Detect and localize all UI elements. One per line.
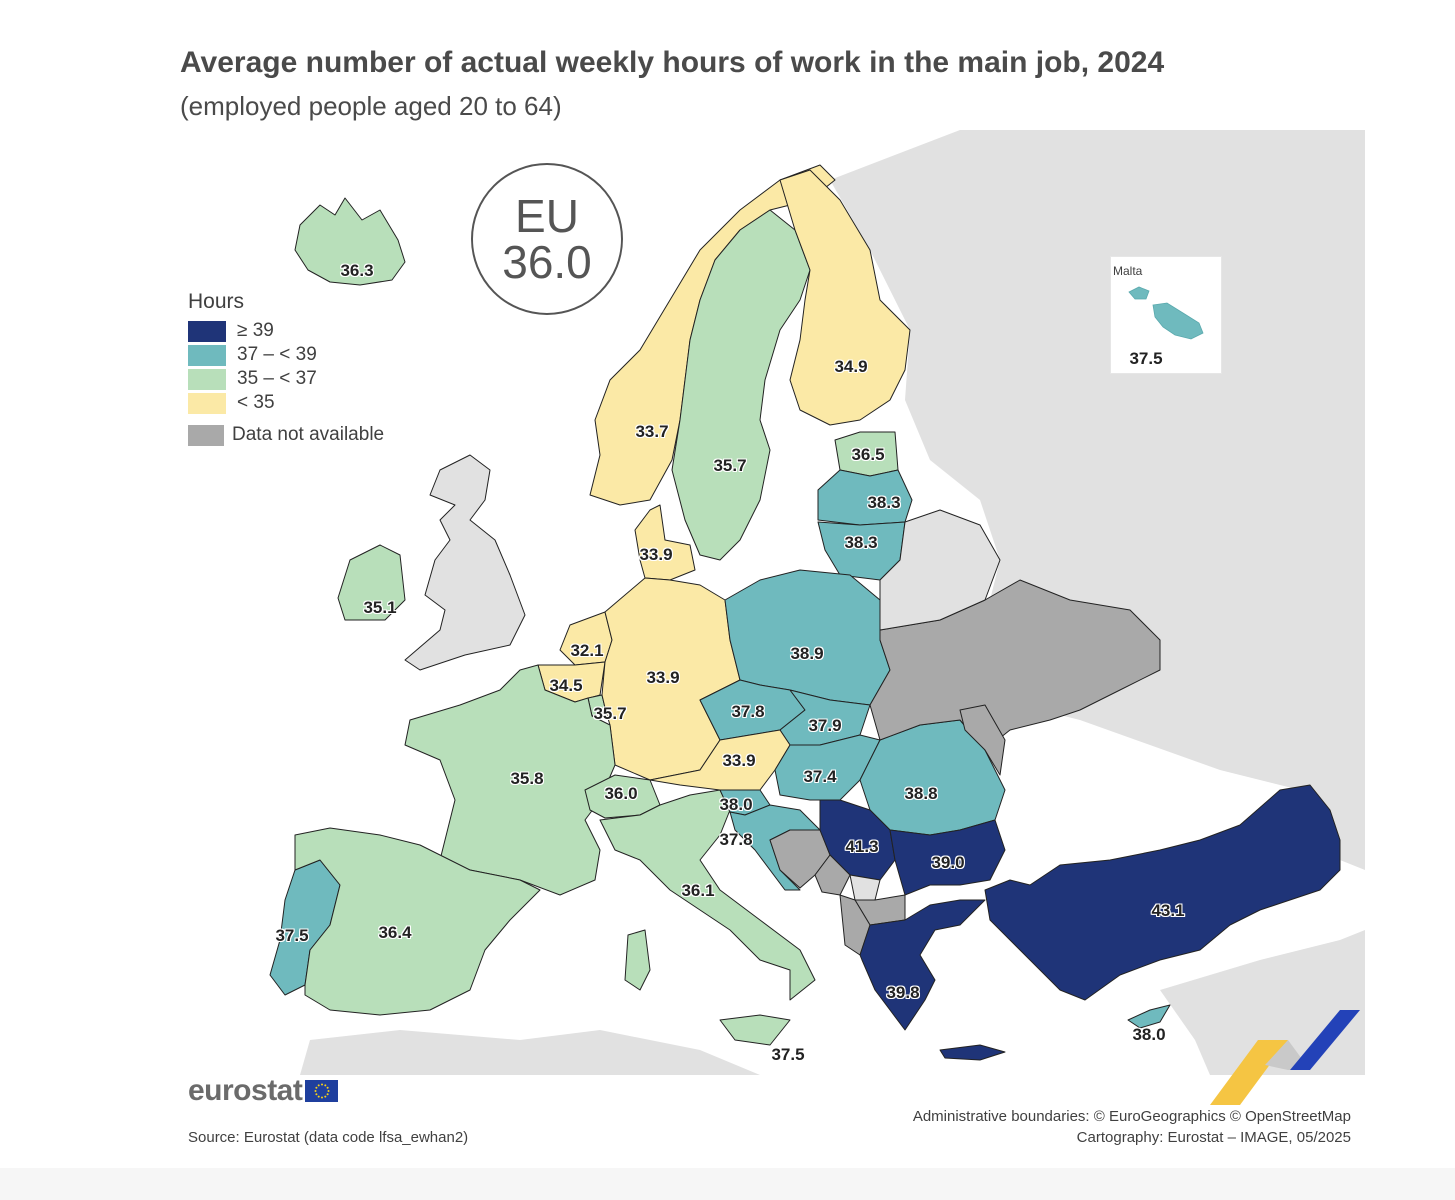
- value-label-estonia: 36.5: [851, 445, 885, 464]
- value-label-poland: 38.9: [790, 644, 824, 663]
- value-label-greece: 39.8: [886, 983, 920, 1002]
- country-kosovo: [849, 874, 881, 901]
- source-note: Source: Eurostat (data code lfsa_ewhan2): [188, 1129, 469, 1146]
- value-label-romania: 38.8: [904, 784, 938, 803]
- value-label-germany: 33.9: [646, 668, 680, 687]
- country-italy-sardinia: [624, 929, 651, 991]
- value-label-bulgaria: 39.0: [931, 853, 965, 872]
- legend-swatch: [188, 344, 226, 366]
- value-label-luxembourg: 35.7: [593, 704, 627, 723]
- eu-badge-value: 36.0: [502, 236, 592, 288]
- eurostat-corner-graphic: [1210, 1010, 1360, 1105]
- value-label-czechia: 37.8: [731, 702, 765, 721]
- land-russia-east: [830, 130, 1365, 870]
- value-label-iceland: 36.3: [340, 261, 374, 280]
- credit-cartography: Cartography: Eurostat – IMAGE, 05/2025: [1076, 1129, 1351, 1146]
- country-greece-crete: [939, 1044, 1006, 1061]
- value-label-sweden: 35.7: [713, 456, 747, 475]
- legend-label: Data not available: [232, 424, 385, 445]
- country-finland: [779, 169, 911, 426]
- map-subtitle: (employed people aged 20 to 64): [180, 91, 562, 121]
- country-greece: [859, 899, 986, 1031]
- country-montenegro: [814, 854, 851, 896]
- value-label-slovakia: 37.9: [808, 716, 842, 735]
- bottom-strip: [0, 1168, 1455, 1200]
- malta-inset: [1110, 256, 1222, 374]
- land-north-africa: [300, 1030, 760, 1075]
- country-italy: [599, 789, 816, 1001]
- eurostat-wordmark: eurostat: [188, 1074, 303, 1107]
- legend-label: < 35: [237, 392, 275, 413]
- value-label-italy: 36.1: [681, 881, 715, 900]
- country-spain: [294, 827, 541, 1016]
- legend-item: 35 – < 37: [188, 367, 384, 391]
- value-label-latvia: 38.3: [867, 493, 901, 512]
- malta-inset-label: Malta: [1113, 264, 1143, 278]
- country-italy-sicily: [719, 1014, 791, 1046]
- malta-shape: [1128, 286, 1204, 340]
- value-label-denmark: 33.9: [639, 545, 673, 564]
- eu-badge-label: EU: [515, 190, 579, 242]
- value-label-turkiye: 43.1: [1151, 901, 1185, 920]
- map-legend: Hours ≥ 39 37 – < 39 35 – < 37 < 35 Data…: [188, 290, 384, 447]
- country-sweden: [671, 209, 811, 561]
- country-serbia: [819, 799, 896, 881]
- value-label-belgium: 34.5: [549, 676, 583, 695]
- legend-item: < 35: [188, 391, 384, 415]
- country-moldova: [959, 704, 1006, 776]
- value-label-malta-main: 37.5: [771, 1045, 805, 1064]
- value-label-cyprus: 38.0: [1132, 1025, 1166, 1044]
- eurostat-logo: eurostat: [188, 1074, 339, 1108]
- map-canvas: [250, 130, 1365, 1075]
- value-label-serbia: 41.3: [845, 837, 879, 856]
- value-label-ireland: 35.1: [363, 598, 397, 617]
- legend-swatch: [188, 368, 226, 390]
- value-label-slovenia: 38.0: [719, 795, 753, 814]
- legend-label: 35 – < 37: [237, 368, 317, 389]
- credit-boundaries: Administrative boundaries: © EuroGeograp…: [912, 1108, 1351, 1125]
- value-label-austria: 33.9: [722, 751, 756, 770]
- value-label-malta: 37.5: [1129, 349, 1163, 368]
- land-uk: [404, 454, 526, 671]
- value-label-norway: 33.7: [635, 422, 669, 441]
- malta-island-gozo: [1128, 286, 1150, 300]
- value-label-portugal: 37.5: [275, 926, 309, 945]
- value-label-france: 35.8: [510, 769, 544, 788]
- country-ukraine: [869, 579, 1161, 751]
- country-ireland: [337, 544, 406, 621]
- map-title: Average number of actual weekly hours of…: [180, 46, 1165, 79]
- legend-item: 37 – < 39: [188, 343, 384, 367]
- legend-label: 37 – < 39: [237, 344, 317, 365]
- legend-swatch: [188, 320, 226, 342]
- land-middle-east: [1160, 930, 1365, 1075]
- value-label-croatia: 37.8: [719, 830, 753, 849]
- legend-title: Hours: [188, 290, 245, 313]
- value-label-switzerland: 36.0: [604, 784, 638, 803]
- legend-item-not-available: Data not available: [188, 423, 384, 447]
- corner-stripe-blue: [1290, 1010, 1360, 1070]
- legend-swatch: [188, 424, 224, 446]
- country-iceland: [294, 197, 406, 286]
- corner-stripe-yellow: [1210, 1040, 1288, 1105]
- country-turkiye: [984, 784, 1341, 1001]
- country-cyprus: [1127, 1004, 1171, 1029]
- country-belarus: [879, 509, 1001, 631]
- value-label-netherlands: 32.1: [570, 641, 604, 660]
- legend-item: ≥ 39: [188, 319, 384, 343]
- europe-map: [269, 130, 1365, 1075]
- malta-island-main: [1152, 302, 1204, 340]
- value-label-spain: 36.4: [378, 923, 412, 942]
- country-bulgaria: [889, 819, 1006, 896]
- value-label-hungary: 37.4: [803, 767, 837, 786]
- eu-flag-icon: [305, 1080, 339, 1102]
- legend-swatch: [188, 392, 226, 414]
- eu-average-badge: EU 36.0: [471, 163, 623, 315]
- country-latvia: [817, 469, 913, 526]
- value-label-finland: 34.9: [834, 357, 868, 376]
- value-label-lithuania: 38.3: [844, 533, 878, 552]
- legend-label: ≥ 39: [237, 320, 274, 341]
